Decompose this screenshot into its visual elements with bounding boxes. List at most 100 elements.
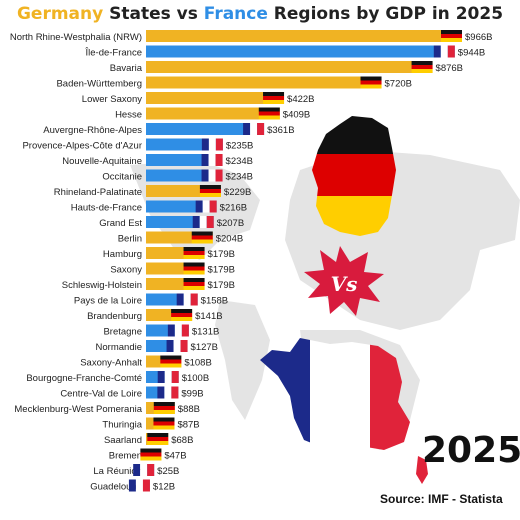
category-label: Saxony-Anhalt: [80, 358, 142, 369]
flag-france-blue: [157, 371, 165, 383]
flag-france-white: [208, 138, 216, 151]
flag-france-white: [164, 386, 172, 399]
value-label: $131B: [192, 327, 219, 338]
bar-row: Bretagne $131B: [103, 324, 219, 338]
category-label: North Rhine-Westphalia (NRW): [10, 32, 142, 43]
flag-france-blue: [167, 324, 175, 337]
flag-france-blue: [157, 386, 165, 399]
flag-france-blue: [201, 138, 209, 151]
bar-row: Mecklenburg-West Pomerania $88B: [14, 402, 200, 415]
flag-germany-red: [153, 421, 175, 426]
chart-title: Germany States vs France Regions by GDP …: [0, 4, 520, 24]
flag-france-red: [215, 138, 223, 151]
bar-row: Hamburg $179B: [103, 247, 235, 260]
flag-germany-gold: [140, 456, 162, 461]
bar-row: Rhineland-Palatinate $229B: [54, 185, 251, 198]
value-label: $229B: [224, 187, 251, 198]
value-label: $422B: [287, 94, 314, 105]
flag-france-blue: [195, 200, 203, 213]
title-germany: Germany: [16, 4, 104, 24]
bar-row: Schleswig-Holstein $179B: [62, 278, 235, 291]
flag-france-red: [257, 123, 265, 135]
category-label: Brandenburg: [87, 311, 142, 322]
flag-france-red: [447, 45, 455, 58]
flag-germany-black: [183, 247, 205, 251]
flag-germany-red: [191, 235, 213, 240]
flag-germany-gold: [183, 270, 205, 275]
flag-france-blue: [166, 340, 174, 352]
flag-germany-black: [147, 433, 169, 437]
flag-germany-gold: [441, 38, 462, 42]
value-label: $99B: [181, 389, 203, 400]
flag-germany-black: [258, 107, 280, 112]
category-label: Berlin: [118, 234, 142, 245]
category-label: Guadeloupe: [90, 482, 142, 493]
flag-germany-gold: [153, 425, 175, 430]
flag-france-red: [142, 479, 150, 492]
versus-burst: Vs: [304, 246, 384, 316]
value-label: $179B: [208, 249, 235, 260]
bar-de: [146, 76, 382, 89]
flag-germany-black: [183, 262, 205, 267]
germany-black-stripe: [312, 116, 396, 154]
category-label: Occitanie: [102, 172, 142, 183]
flag-france-red: [190, 293, 198, 306]
title-end: Regions by GDP in 2025: [267, 4, 504, 24]
value-label: $100B: [182, 373, 209, 384]
category-label: Normandie: [96, 342, 142, 353]
flag-germany-gold: [153, 410, 175, 414]
title-france: France: [203, 4, 268, 24]
value-label: $234B: [226, 172, 253, 183]
flag-france-red: [206, 216, 214, 228]
value-label: $87B: [177, 420, 199, 431]
flag-france-red: [171, 371, 179, 383]
flag-germany-black: [153, 402, 175, 406]
flag-germany-red: [263, 96, 285, 100]
flag-germany-red: [441, 34, 462, 38]
flag-germany-red: [140, 452, 162, 457]
flag-germany-red: [411, 65, 433, 69]
category-label: Saxony: [110, 265, 142, 276]
flag-france-blue: [243, 123, 251, 135]
flag-germany-red: [160, 359, 182, 364]
bar-row: Normandie $127B: [96, 340, 218, 353]
france-white-stripe: [310, 338, 370, 452]
category-label: Île-de-France: [85, 48, 143, 59]
flag-france-white: [199, 216, 207, 228]
flag-france-white: [174, 324, 182, 337]
flag-france-red: [215, 169, 223, 182]
bar-row: Nouvelle-Aquitaine $234B: [62, 154, 253, 167]
bar-fr: [146, 45, 455, 58]
value-label: $179B: [208, 265, 235, 276]
bar-row: Centre-Val de Loire $99B: [60, 386, 204, 400]
bar-row: Guadeloupe $12B: [90, 479, 175, 493]
flag-germany-gold: [411, 69, 433, 73]
value-label: $216B: [220, 203, 247, 214]
flag-germany-black: [263, 92, 285, 96]
category-label: Rhineland-Palatinate: [54, 187, 142, 198]
category-label: Provence-Alpes-Côte d'Azur: [22, 141, 142, 152]
flag-france-white: [164, 371, 172, 383]
bar-row: Bremen $47B: [109, 448, 187, 462]
bar-de: [146, 30, 462, 42]
flag-france-blue: [176, 293, 184, 306]
category-label: Bourgogne-Franche-Comté: [26, 373, 142, 384]
category-label: Saarland: [104, 435, 142, 446]
flag-germany-black: [191, 231, 213, 236]
bar-row: Auvergne-Rhône-Alpes $361B: [43, 123, 295, 136]
flag-germany-red: [153, 406, 175, 410]
category-label: Pays de la Loire: [74, 296, 142, 307]
value-label: $127B: [191, 342, 218, 353]
flag-germany-red: [171, 313, 193, 317]
flag-france-red: [215, 154, 223, 166]
flag-germany-black: [140, 448, 162, 453]
flag-germany-gold: [263, 100, 285, 104]
title-mid: States vs: [103, 4, 204, 24]
value-label: $158B: [201, 296, 228, 307]
bar-row: Bourgogne-Franche-Comté $100B: [26, 371, 209, 384]
bar-fr: [146, 123, 265, 135]
bar-de: [146, 61, 433, 73]
flag-germany-black: [441, 30, 462, 34]
category-label: Auvergne-Rhône-Alpes: [43, 125, 142, 136]
bar-row: Île-de-France $944B: [85, 45, 485, 59]
